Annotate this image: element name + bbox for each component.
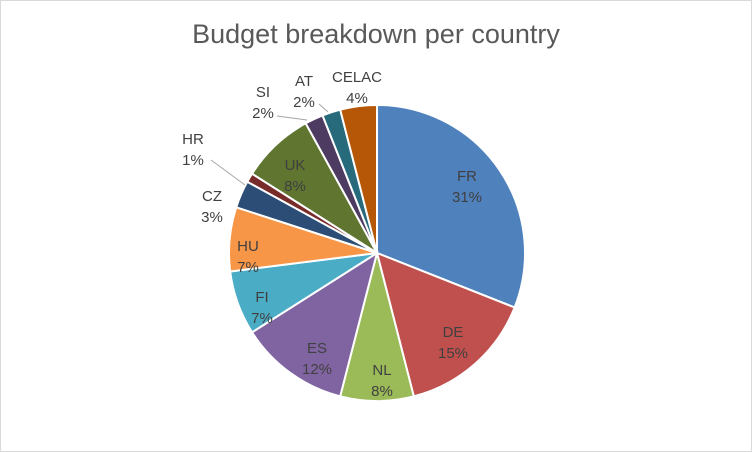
data-label-value-at: 2% — [293, 94, 315, 111]
pie-slice-de — [375, 251, 516, 398]
leader-line-hr — [210, 159, 246, 186]
pie-slice-es — [250, 250, 379, 398]
data-label-category-si: SI — [256, 84, 270, 101]
leader-line-at — [318, 103, 329, 113]
data-label-value-hu: 7% — [237, 259, 259, 276]
data-label-value-es: 12% — [302, 361, 332, 378]
data-label-category-uk: UK — [285, 157, 306, 174]
chart-title: Budget breakdown per country — [192, 19, 560, 49]
data-label-value-celac: 4% — [346, 90, 368, 107]
data-label-category-hu: HU — [237, 238, 259, 255]
data-label-value-fr: 31% — [452, 189, 482, 206]
data-label-value-nl: 8% — [371, 383, 393, 400]
data-label-value-si: 2% — [252, 105, 274, 122]
data-label-value-de: 15% — [438, 345, 468, 362]
data-label-value-hr: 1% — [182, 152, 204, 169]
data-label-value-cz: 3% — [201, 209, 223, 226]
data-label-category-de: DE — [443, 324, 464, 341]
pie-slice-celac — [338, 103, 378, 254]
data-label-category-nl: NL — [372, 362, 391, 379]
data-label-category-fr: FR — [457, 168, 477, 185]
data-label-category-cz: CZ — [202, 188, 222, 205]
data-label-value-fi: 7% — [251, 310, 273, 327]
data-label-category-celac: CELAC — [332, 69, 382, 86]
data-label-category-es: ES — [307, 340, 327, 357]
pie-slice-fr — [376, 103, 526, 309]
data-label-category-hr: HR — [182, 131, 204, 148]
leader-line-si — [276, 115, 308, 121]
data-label-category-fi: FI — [255, 289, 268, 306]
data-label-category-at: AT — [295, 73, 313, 90]
data-label-value-uk: 8% — [284, 178, 306, 195]
